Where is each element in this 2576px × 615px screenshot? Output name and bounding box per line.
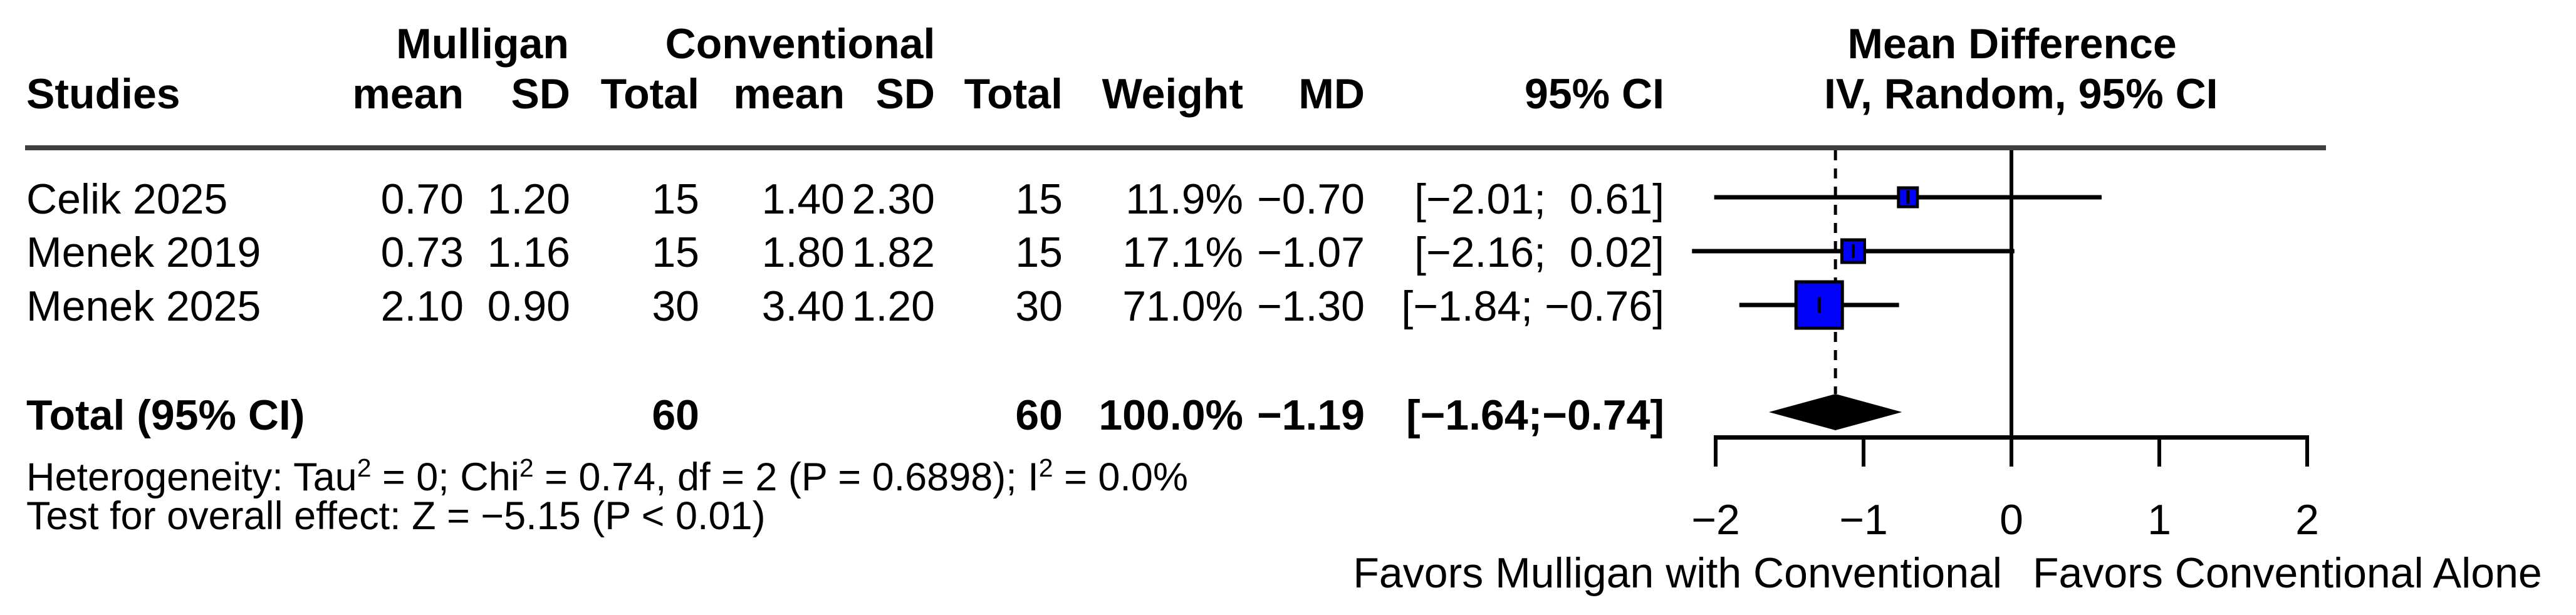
- axis-tick-label: 2: [2295, 496, 2319, 544]
- cell-conventional-total: 15: [1015, 229, 1063, 276]
- cell-mulligan-mean: 2.10: [380, 282, 464, 330]
- x-axis-tick: [1862, 435, 1865, 467]
- cell-md: −1.07: [1256, 229, 1365, 276]
- axis-tick-label: 1: [2147, 496, 2171, 544]
- cell-mulligan-mean: 0.73: [380, 229, 464, 276]
- col-header-mulligan-total: Total: [600, 70, 699, 118]
- total-md: −1.19: [1256, 391, 1365, 439]
- cell-conventional-mean: 3.40: [761, 282, 845, 330]
- heterogeneity-text: = 0; Chi: [371, 455, 519, 499]
- cell-mulligan-sd: 0.90: [487, 282, 570, 330]
- col-header-iv-random: IV, Random, 95% CI: [1824, 70, 2218, 118]
- cell-conventional-total: 30: [1015, 282, 1063, 330]
- cell-weight: 17.1%: [1122, 229, 1243, 276]
- col-header-mulligan-mean: mean: [352, 70, 464, 118]
- cell-conventional-total: 15: [1015, 175, 1063, 223]
- square-center-tick: [1906, 190, 1910, 204]
- total-conventional-total: 60: [1015, 391, 1063, 439]
- cell-conventional-mean: 1.40: [761, 175, 845, 223]
- study-name: Menek 2025: [26, 282, 261, 330]
- study-square-marker: [1840, 238, 1866, 264]
- cell-weight: 11.9%: [1125, 175, 1243, 223]
- group-header-mean-difference: Mean Difference: [1847, 20, 2177, 68]
- x-axis-tick: [2305, 435, 2309, 467]
- col-header-studies: Studies: [26, 70, 180, 118]
- pooled-diamond: [1768, 394, 1902, 430]
- tau-superscript: 2: [357, 453, 372, 482]
- col-header-95ci: 95% CI: [1525, 70, 1664, 118]
- x-axis-tick: [2157, 435, 2161, 467]
- cell-conventional-sd: 1.82: [852, 229, 935, 276]
- x-axis-tick: [1714, 435, 1718, 467]
- col-header-conventional-sd: SD: [875, 70, 935, 118]
- favors-right-label: Favors Conventional Alone: [2033, 549, 2542, 597]
- cell-mulligan-sd: 1.20: [487, 175, 570, 223]
- heterogeneity-note: Heterogeneity: Tau2 = 0; Chi2 = 0.74, df…: [26, 443, 1188, 499]
- study-name: Menek 2019: [26, 229, 261, 276]
- axis-tick-label: −1: [1839, 496, 1888, 544]
- total-mulligan-total: 60: [652, 391, 699, 439]
- heterogeneity-text: = 0.0%: [1053, 455, 1188, 499]
- cell-weight: 71.0%: [1122, 282, 1243, 330]
- cell-95ci: [−2.16; 0.02]: [1414, 229, 1664, 276]
- chi-superscript: 2: [519, 453, 534, 482]
- axis-tick-label: 0: [2000, 496, 2023, 544]
- total-95ci: [−1.64;−0.74]: [1405, 391, 1664, 439]
- col-header-mulligan-sd: SD: [511, 70, 570, 118]
- heterogeneity-text: = 0.74, df = 2 (P = 0.6898); I: [533, 455, 1039, 499]
- zero-line: [2010, 150, 2013, 467]
- cell-mulligan-total: 15: [652, 229, 699, 276]
- cell-95ci: [−2.01; 0.61]: [1414, 175, 1664, 223]
- header-rule: [25, 145, 2326, 150]
- total-weight: 100.0%: [1098, 391, 1243, 439]
- cell-conventional-sd: 2.30: [852, 175, 935, 223]
- col-header-md: MD: [1298, 70, 1365, 118]
- square-center-tick: [1817, 297, 1821, 313]
- axis-tick-label: −2: [1691, 496, 1740, 544]
- cell-mulligan-sd: 1.16: [487, 229, 570, 276]
- col-header-weight: Weight: [1102, 70, 1243, 118]
- group-header-conventional: Conventional: [665, 20, 936, 68]
- heterogeneity-text: Heterogeneity: Tau: [26, 455, 357, 499]
- cell-md: −1.30: [1256, 282, 1365, 330]
- cell-95ci: [−1.84; −0.76]: [1401, 282, 1664, 330]
- cell-mulligan-total: 15: [652, 175, 699, 223]
- group-header-mulligan: Mulligan: [396, 20, 569, 68]
- i2-superscript: 2: [1038, 453, 1053, 482]
- cell-mulligan-total: 30: [652, 282, 699, 330]
- study-name: Celik 2025: [26, 175, 228, 223]
- overall-effect-note: Test for overall effect: Z = −5.15 (P < …: [26, 494, 766, 538]
- total-label: Total (95% CI): [26, 391, 305, 439]
- favors-left-label: Favors Mulligan with Conventional: [1353, 549, 2002, 597]
- cell-mulligan-mean: 0.70: [380, 175, 464, 223]
- square-center-tick: [1851, 244, 1855, 258]
- col-header-conventional-mean: mean: [733, 70, 845, 118]
- col-header-conventional-total: Total: [964, 70, 1063, 118]
- x-axis-tick: [2010, 435, 2013, 467]
- cell-conventional-mean: 1.80: [761, 229, 845, 276]
- cell-md: −0.70: [1256, 175, 1365, 223]
- cell-conventional-sd: 1.20: [852, 282, 935, 330]
